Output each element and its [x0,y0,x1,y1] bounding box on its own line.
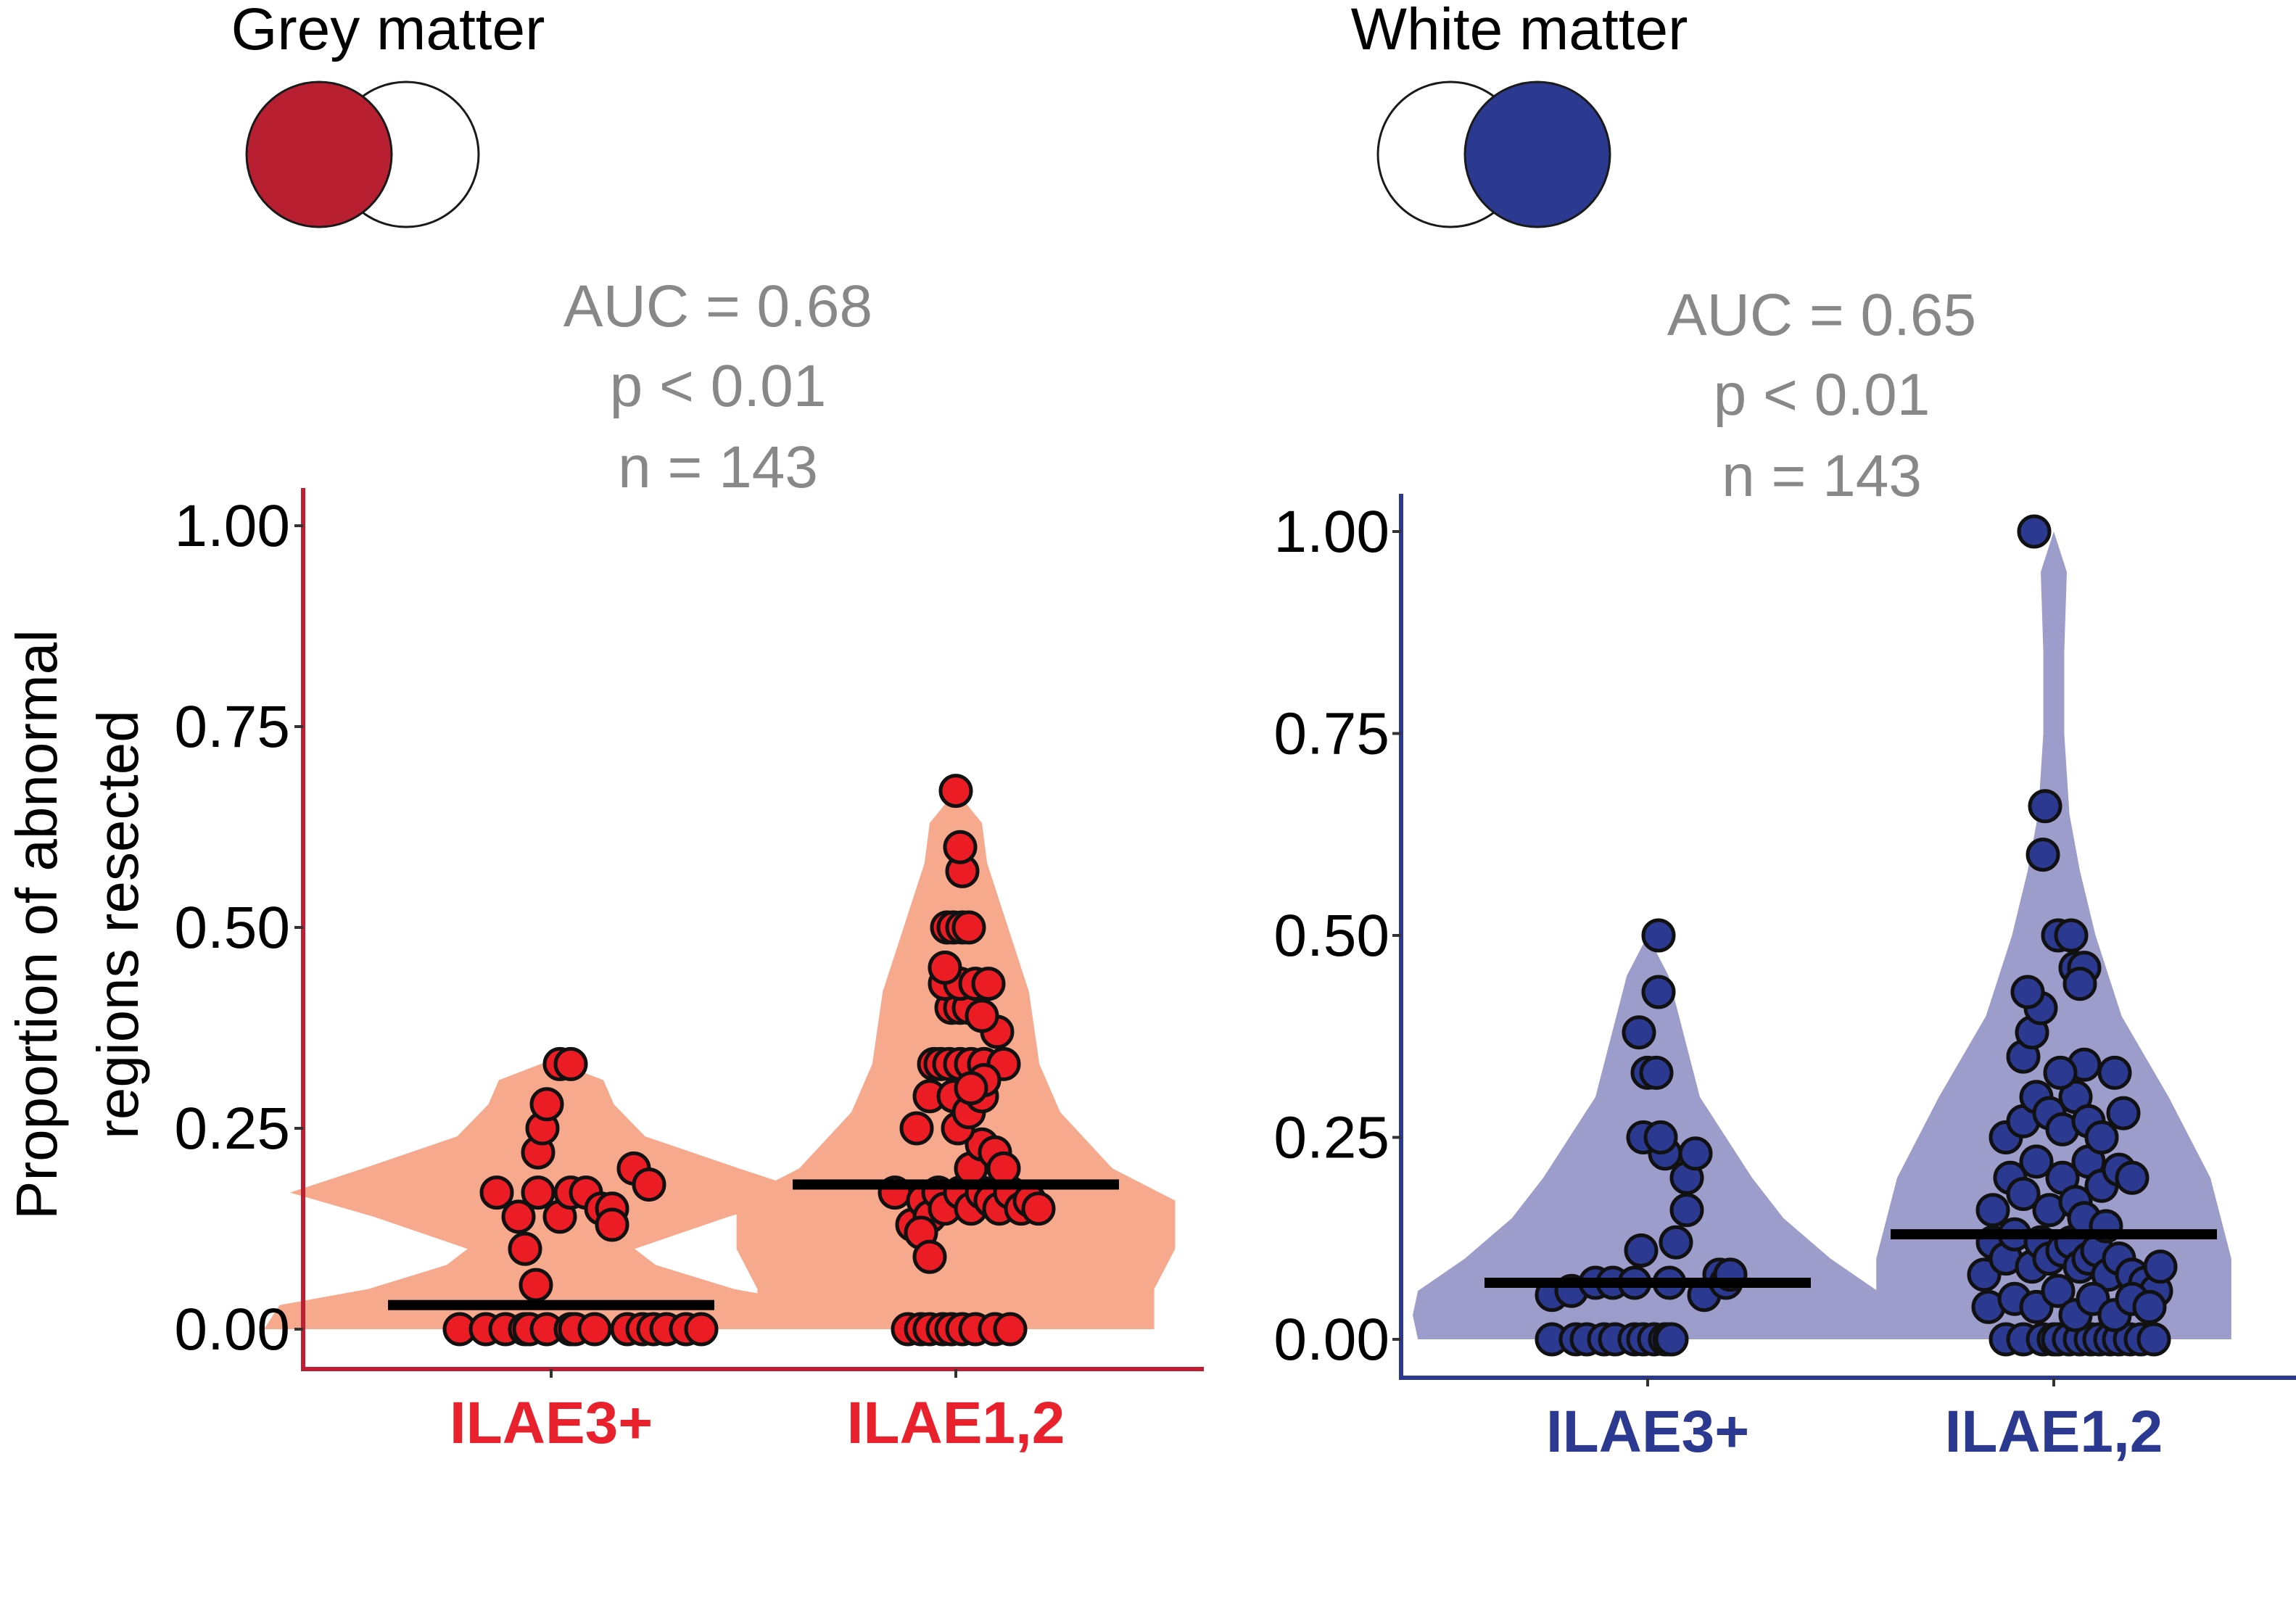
grey-matter-auc: AUC = 0.68 [563,273,872,339]
data-point [1622,1015,1656,1050]
data-point [938,774,973,809]
white-matter-venn-icon [1376,80,1611,228]
data-point [519,1268,553,1302]
data-point [2136,1322,2171,1357]
data-point [2019,1144,2054,1179]
x-category-label: ILAE3+ [1546,1399,1749,1465]
data-point [2010,975,2045,1009]
data-point [2028,789,2062,824]
white-matter-auc: AUC = 0.65 [1667,282,1976,348]
data-point [2084,1120,2119,1154]
y-tick-label: 0.00 [174,1297,290,1363]
data-point [1643,1120,1678,1154]
white-matter-plot: 0.00 0.25 0.50 0.75 1.00 ILAE3+ ILAE1,2 [1273,494,2296,1465]
x-category-label: ILAE1,2 [847,1390,1065,1456]
y-tick-label: 0.25 [174,1096,290,1162]
data-point [1654,1322,1689,1357]
data-point [1659,1225,1693,1260]
data-point [521,1175,556,1210]
data-point [993,1312,1028,1347]
data-point [954,1071,988,1106]
y-tick-label: 0.75 [174,694,290,760]
venn-filled-circle [1463,80,1611,228]
data-point [986,1151,1021,1186]
data-point [2097,1055,2132,1090]
data-point [965,999,999,1033]
data-point [2115,1160,2150,1195]
y-tick-label: 1.00 [174,493,290,559]
data-point [2041,1273,2076,1308]
data-point [1975,1193,2010,1228]
data-point [2006,1177,2041,1211]
data-point [1669,1193,1704,1228]
data-point [595,1207,629,1242]
y-tick-label: 0.50 [1273,903,1389,969]
grey-matter-venn-icon [245,80,480,228]
data-point [1641,975,1676,1009]
y-tick-label: 0.25 [1273,1105,1389,1171]
data-point [479,1175,514,1210]
grey-matter-panel: Grey matter AUC = 0.68 p < 0.01 n = 143 … [4,0,1204,1456]
x-category-label: ILAE1,2 [1945,1399,2163,1465]
data-point [2017,514,2052,549]
data-point [529,1087,564,1122]
grey-matter-plot: 0.00 0.25 0.50 0.75 1.00 ILAE3+ ILAE1,2 [174,488,1204,1456]
data-point [2054,918,2089,953]
y-tick-label: 1.00 [1273,499,1389,565]
data-point [2106,1096,2141,1130]
data-point [632,1167,666,1202]
data-point [2043,1055,2078,1090]
data-point [2062,967,2097,1001]
x-category-label: ILAE3+ [450,1390,653,1456]
data-point [2025,838,2060,872]
data-point [2143,1249,2178,1284]
data-point [1624,1233,1659,1268]
y-tick-label: 0.75 [1273,701,1389,767]
data-point [971,967,1006,1001]
data-point [1641,918,1676,953]
data-point [943,830,978,864]
data-point [899,1111,934,1146]
data-point [2132,1289,2167,1324]
data-point [951,910,986,945]
grey-matter-n: n = 143 [618,434,818,500]
white-matter-n: n = 143 [1722,443,1922,509]
data-point [1021,1191,1056,1226]
white-matter-p-value: p < 0.01 [1714,362,1930,428]
data-point [1639,1055,1674,1090]
white-matter-title: White matter [1351,0,1688,62]
white-matter-panel: White matter AUC = 0.65 p < 0.01 n = 143… [1273,0,2296,1465]
data-point [912,1239,947,1274]
data-point [684,1312,719,1347]
venn-filled-circle [245,80,393,228]
grey-matter-title: Grey matter [231,0,545,62]
y-tick-label: 0.50 [174,895,290,961]
y-tick-label: 0.00 [1273,1307,1389,1373]
data-point [1678,1136,1713,1171]
grey-matter-p-value: p < 0.01 [610,353,827,419]
data-point [928,950,962,985]
data-point [508,1231,542,1266]
data-point [577,1312,612,1347]
y-axis-label-line-1: Proportion of abnormal [4,629,69,1220]
data-point [553,1046,588,1081]
data-point [501,1199,536,1234]
y-axis-label-line-2: regions resected [86,710,150,1138]
